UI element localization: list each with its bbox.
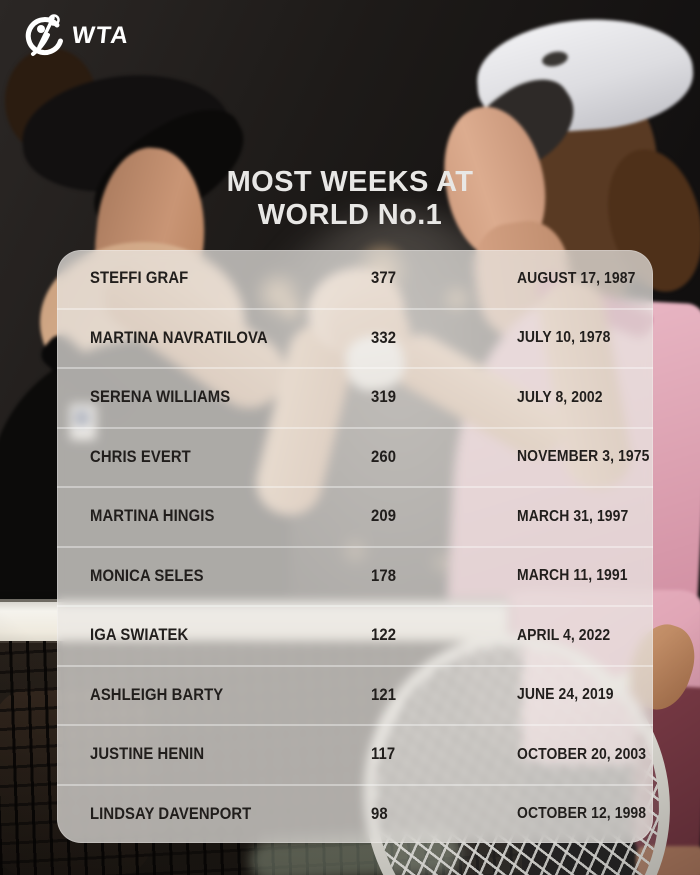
weeks-count: 122	[371, 626, 397, 645]
date-reached: JULY 10, 1978	[517, 329, 611, 347]
table-row: LINDSAY DAVENPORT 98 OCTOBER 12, 1998	[57, 783, 653, 844]
stats-table: STEFFI GRAF 377 AUGUST 17, 1987 MARTINA …	[57, 250, 653, 843]
player-name: ASHLEIGH BARTY	[90, 685, 224, 704]
table-row: STEFFI GRAF 377 AUGUST 17, 1987	[57, 250, 653, 308]
weeks-count: 178	[371, 566, 397, 585]
date-reached: NOVEMBER 3, 1975	[517, 448, 650, 466]
player-name: CHRIS EVERT	[90, 447, 191, 466]
player-name: JUSTINE HENIN	[90, 745, 205, 764]
date-reached: APRIL 4, 2022	[517, 626, 611, 644]
table-row: JUSTINE HENIN 117 OCTOBER 20, 2003	[57, 724, 653, 784]
table-row-highlighted: IGA SWIATEK 122 APRIL 4, 2022	[57, 605, 653, 665]
weeks-count: 117	[371, 745, 396, 764]
date-reached: OCTOBER 12, 1998	[517, 805, 647, 823]
weeks-count: 332	[371, 328, 397, 347]
weeks-count: 260	[371, 447, 397, 466]
player-name: MARTINA HINGIS	[90, 507, 215, 526]
title-line-2: WORLD No.1	[257, 199, 443, 231]
weeks-count: 209	[371, 507, 397, 526]
table-row: MARTINA HINGIS 209 MARCH 31, 1997	[57, 486, 653, 546]
wta-logo: WTA	[20, 12, 131, 60]
weeks-count: 121	[371, 685, 397, 704]
weeks-count: 98	[371, 804, 388, 823]
page-title: MOST WEEKS AT WORLD No.1	[0, 166, 700, 232]
date-reached: MARCH 11, 1991	[517, 567, 628, 585]
table-row: CHRIS EVERT 260 NOVEMBER 3, 1975	[57, 426, 653, 487]
date-reached: OCTOBER 20, 2003	[517, 745, 647, 763]
date-reached: JUNE 24, 2019	[517, 686, 614, 704]
weeks-count: 377	[371, 269, 397, 288]
wta-wordmark: WTA	[70, 22, 131, 49]
player-name: IGA SWIATEK	[90, 626, 189, 645]
player-name: MONICA SELES	[90, 566, 204, 585]
date-reached: MARCH 31, 1997	[517, 507, 629, 525]
player-name: STEFFI GRAF	[90, 269, 189, 288]
weeks-count: 319	[371, 388, 397, 407]
table-row: MARTINA NAVRATILOVA 332 JULY 10, 1978	[57, 307, 653, 368]
player-name: MARTINA NAVRATILOVA	[90, 328, 268, 347]
date-reached: AUGUST 17, 1987	[517, 269, 636, 287]
player-name: LINDSAY DAVENPORT	[90, 804, 252, 823]
table-row: ASHLEIGH BARTY 121 JUNE 24, 2019	[57, 664, 653, 725]
title-line-1: MOST WEEKS AT	[226, 166, 474, 198]
table-row: SERENA WILLIAMS 319 JULY 8, 2002	[57, 367, 653, 427]
date-reached: JULY 8, 2002	[517, 388, 603, 406]
wta-player-emblem	[25, 14, 63, 56]
table-row: MONICA SELES 178 MARCH 11, 1991	[57, 545, 653, 606]
player-name: SERENA WILLIAMS	[90, 388, 231, 407]
